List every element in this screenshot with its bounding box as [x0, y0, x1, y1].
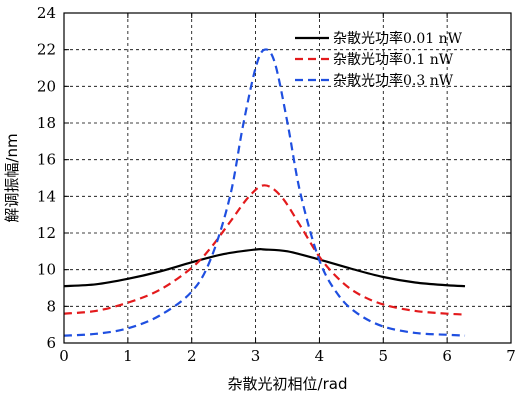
x-tick-label: 1	[123, 347, 133, 365]
legend-label-2: 杂散光功率0.1 nW	[333, 51, 454, 68]
y-tick-label: 8	[46, 297, 56, 315]
x-tick-label: 0	[59, 347, 69, 365]
x-axis-title: 杂散光初相位/rad	[228, 375, 348, 393]
y-axis-title: 解调振幅/nm	[3, 133, 21, 222]
series-line-1	[63, 247, 466, 288]
series-line-3	[63, 48, 466, 337]
series-lines	[63, 48, 466, 337]
y-tick-label: 24	[37, 4, 56, 22]
y-tick-label: 10	[37, 261, 56, 279]
y-tick-label: 22	[37, 41, 56, 59]
y-tick-label: 16	[37, 151, 56, 169]
x-tick-label: 5	[379, 347, 389, 365]
legend-label-1: 杂散光功率0.01 nW	[333, 30, 463, 47]
series-line-2	[63, 184, 466, 316]
grid	[64, 13, 511, 343]
y-tick-label: 12	[37, 224, 56, 242]
y-tick-label: 20	[37, 77, 56, 95]
legend-label-3: 杂散光功率0.3 nW	[333, 72, 454, 89]
x-tick-label: 4	[315, 347, 325, 365]
x-tick-label: 3	[251, 347, 261, 365]
x-tick-label: 2	[187, 347, 197, 365]
x-tick-label: 6	[442, 347, 452, 365]
y-tick-label: 6	[46, 334, 56, 352]
y-tick-label: 18	[37, 114, 56, 132]
y-tick-label: 14	[37, 187, 56, 205]
plot-area-frame	[63, 12, 512, 344]
x-tick-label: 7	[506, 347, 515, 365]
legend: 杂散光功率0.01 nW 杂散光功率0.1 nW 杂散光功率0.3 nW	[295, 30, 463, 89]
